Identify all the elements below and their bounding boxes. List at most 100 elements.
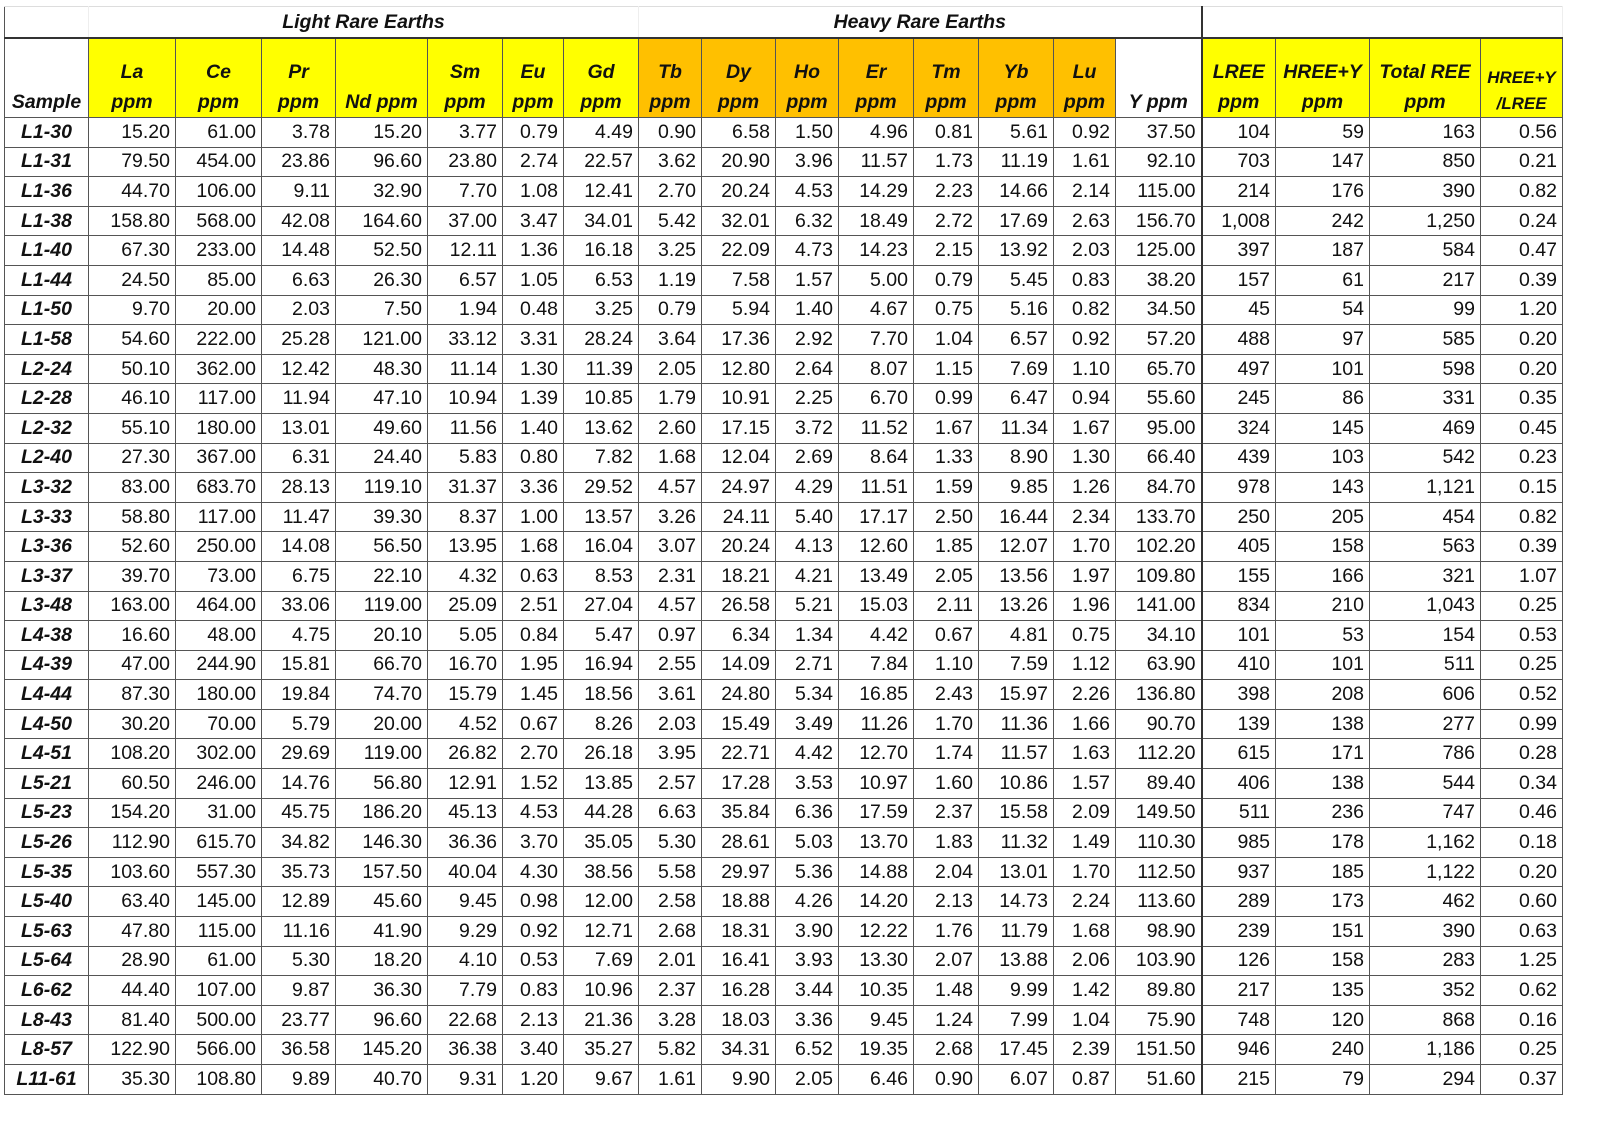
header-line-2: ppm [786, 91, 828, 113]
value-cell: 8.90 [978, 442, 1054, 474]
value-cell: 15.81 [261, 649, 336, 681]
value-cell: 1.60 [913, 768, 979, 799]
value-cell: 1.74 [913, 738, 979, 770]
value-cell: 0.82 [1480, 501, 1563, 533]
value-cell: 25.28 [261, 324, 336, 355]
value-cell: 15.20 [88, 117, 176, 148]
value-cell: 9.11 [261, 176, 336, 207]
sample-id-cell: L1-40 [4, 235, 89, 266]
value-cell: 1.40 [775, 294, 839, 326]
value-cell: 158 [1275, 531, 1370, 562]
table-row: L11-61 35.30 108.80 9.89 40.70 9.31 1.20 9.67 1.… [4, 1064, 1563, 1095]
value-cell: 16.18 [563, 235, 639, 266]
value-cell: 4.67 [838, 294, 914, 326]
value-cell: 48.30 [335, 353, 428, 385]
value-cell: 397 [1200, 235, 1276, 266]
value-cell: 1.15 [913, 353, 979, 385]
table-row: L1-31 79.50 454.00 23.86 96.60 23.80 2.74 22.57… [4, 146, 1563, 178]
value-cell: 14.23 [838, 235, 914, 266]
value-cell: 208 [1275, 679, 1370, 710]
value-cell: 1.04 [913, 324, 979, 355]
column-header-sm: Sm ppm [427, 37, 503, 118]
value-cell: 584 [1369, 235, 1481, 266]
value-cell: 6.36 [775, 797, 839, 829]
value-cell: 108.80 [175, 1064, 262, 1095]
value-cell: 85.00 [175, 264, 262, 296]
value-cell: 66.40 [1115, 442, 1202, 474]
value-cell: 439 [1200, 442, 1276, 474]
value-cell: 1.94 [427, 294, 503, 326]
value-cell: 89.80 [1115, 975, 1202, 1006]
value-cell: 0.99 [1480, 708, 1563, 740]
value-cell: 158 [1275, 945, 1370, 977]
value-cell: 1,043 [1369, 590, 1481, 622]
value-cell: 2.72 [913, 205, 979, 237]
column-header-lu: Lu ppm [1053, 37, 1116, 118]
sample-id-cell: L1-44 [4, 264, 89, 296]
value-cell: 4.42 [838, 620, 914, 651]
value-cell: 1.39 [502, 383, 564, 414]
header-line-2: ppm [1063, 91, 1106, 113]
value-cell: 242 [1275, 205, 1370, 237]
value-cell: 35.84 [701, 797, 776, 829]
value-cell: 10.96 [563, 975, 639, 1006]
value-cell: 2.13 [913, 886, 979, 918]
value-cell: 15.20 [335, 117, 428, 148]
header-line-2: ppm [649, 91, 691, 113]
value-cell: 13.49 [838, 560, 914, 592]
value-cell: 7.79 [427, 975, 503, 1006]
header-line-1: Er [865, 61, 887, 83]
value-cell: 117.00 [175, 501, 262, 533]
value-cell: 0.47 [1480, 235, 1563, 266]
value-cell: 0.67 [502, 708, 564, 740]
value-cell: 2.37 [913, 797, 979, 829]
sample-id-cell: L5-63 [4, 916, 89, 947]
value-cell: 7.82 [563, 442, 639, 474]
group-header-summary-blank [1200, 6, 1563, 39]
value-cell: 0.15 [1480, 472, 1563, 503]
value-cell: 63.40 [88, 886, 176, 918]
column-header-row: Sample La ppm Ce ppm Pr ppm Nd ppm Sm ppm Eu ppm Gd… [4, 37, 1563, 118]
value-cell: 19.35 [838, 1034, 914, 1065]
value-cell: 31.37 [427, 472, 503, 503]
value-cell: 157 [1200, 264, 1276, 296]
value-cell: 0.94 [1053, 383, 1116, 414]
value-cell: 35.73 [261, 856, 336, 888]
value-cell: 54 [1275, 294, 1370, 326]
value-cell: 0.83 [502, 975, 564, 1006]
value-cell: 10.97 [838, 768, 914, 799]
value-cell: 5.00 [838, 264, 914, 296]
value-cell: 5.45 [978, 264, 1054, 296]
table-row: L1-30 15.20 61.00 3.78 15.20 3.77 0.79 4.49 0.90… [4, 117, 1563, 148]
value-cell: 60.50 [88, 768, 176, 799]
sample-id-cell: L3-36 [4, 531, 89, 562]
value-cell: 28.13 [261, 472, 336, 503]
value-cell: 850 [1369, 146, 1481, 178]
sample-id-cell: L5-64 [4, 945, 89, 977]
value-cell: 113.60 [1115, 886, 1202, 918]
value-cell: 70.00 [175, 708, 262, 740]
value-cell: 12.71 [563, 916, 639, 947]
value-cell: 138 [1275, 768, 1370, 799]
header-line-1: Ho [794, 61, 820, 83]
value-cell: 2.26 [1053, 679, 1116, 710]
header-line-2: ppm [717, 91, 760, 113]
value-cell: 217 [1200, 975, 1276, 1006]
value-cell: 2.11 [913, 590, 979, 622]
header-line-1: LREE [1212, 61, 1265, 83]
table-row: L3-32 83.00 683.70 28.13 119.10 31.37 3.36 29.5… [4, 472, 1563, 503]
value-cell: 1.33 [913, 442, 979, 474]
value-cell: 1.83 [913, 827, 979, 858]
value-cell: 112.90 [88, 827, 176, 858]
value-cell: 0.25 [1480, 1034, 1563, 1065]
value-cell: 12.80 [701, 353, 776, 385]
value-cell: 16.04 [563, 531, 639, 562]
value-cell: 16.60 [88, 620, 176, 651]
value-cell: 11.52 [838, 412, 914, 444]
column-header-la: La ppm [88, 37, 176, 118]
table-row: L3-48 163.00 464.00 33.06 119.00 25.09 2.51 27.… [4, 590, 1563, 622]
value-cell: 1.08 [502, 176, 564, 207]
column-header-y-ppm: Y ppm [1115, 37, 1202, 118]
value-cell: 15.49 [701, 708, 776, 740]
value-cell: 4.53 [502, 797, 564, 829]
